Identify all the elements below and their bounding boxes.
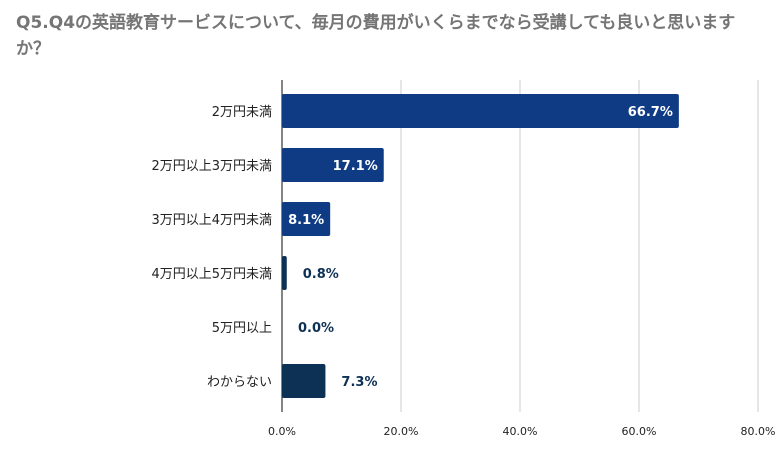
data-label: 66.7% xyxy=(628,105,673,120)
bar xyxy=(282,202,331,236)
category-label: 4万円以上5万円未満 xyxy=(151,267,272,282)
chart-title: Q5.Q4の英語教育サービスについて、毎月の費用がいくらまでなら受講しても良いと… xyxy=(16,13,736,59)
category-label: 5万円以上 xyxy=(212,321,272,336)
category-label: わからない xyxy=(207,375,272,390)
bar xyxy=(282,148,384,182)
category-label: 2万円以上3万円未満 xyxy=(151,159,272,174)
data-label: 0.0% xyxy=(298,321,334,336)
x-tick-label: 80.0% xyxy=(741,425,776,438)
bar xyxy=(282,364,326,398)
bar xyxy=(282,94,679,128)
gridlines xyxy=(281,80,759,412)
x-tick-label: 20.0% xyxy=(384,425,419,438)
data-label: 7.3% xyxy=(341,375,377,390)
category-label: 2万円未満 xyxy=(212,105,272,120)
value-labels: 66.7% 17.1% 8.1% 0.8% 0.0% 7.3% xyxy=(288,105,673,390)
x-tick-label: 60.0% xyxy=(622,425,657,438)
x-tick-label: 40.0% xyxy=(503,425,538,438)
data-label: 8.1% xyxy=(288,213,324,228)
bar xyxy=(282,256,287,290)
category-labels: 2万円未満 2万円以上3万円未満 3万円以上4万円未満 4万円以上5万円未満 5万円以上… xyxy=(151,105,272,390)
category-label: 3万円以上4万円未満 xyxy=(151,213,272,228)
data-label: 0.8% xyxy=(303,267,339,282)
data-label: 17.1% xyxy=(333,159,378,174)
x-tick-label: 0.0% xyxy=(268,425,296,438)
x-tick-labels: 0.0% 20.0% 40.0% 60.0% 80.0% xyxy=(268,425,775,438)
bars xyxy=(282,94,679,398)
